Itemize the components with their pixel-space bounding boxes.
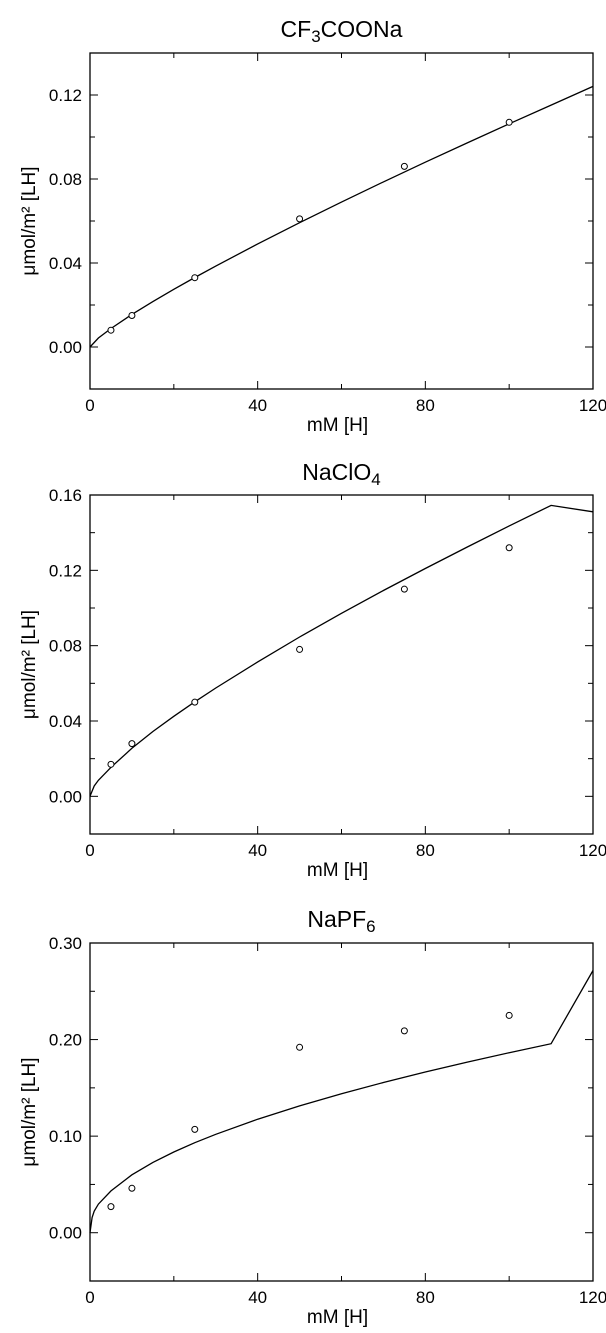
chart-title: NaClO4 <box>302 459 380 489</box>
y-tick-label: 0.20 <box>49 1031 82 1050</box>
y-tick-label: 0.12 <box>49 561 82 580</box>
data-point <box>128 1184 136 1192</box>
y-tick-label: 0.00 <box>49 338 82 357</box>
x-tick-label: 40 <box>248 841 267 860</box>
data-point <box>128 312 136 319</box>
chart-title-part: NaPF <box>307 906 366 932</box>
chart-panel-3: NaPF6 0 40 80 120 0.00 0.10 0.20 0.30 mM [H] μmol/… <box>19 906 606 1328</box>
data-point <box>505 1011 513 1019</box>
data-point <box>107 760 115 768</box>
chart-title: NaPF6 <box>307 906 375 936</box>
chart-title-subscript: 4 <box>371 470 380 489</box>
y-tick-label: 0.08 <box>49 170 82 189</box>
x-tick-label: 120 <box>579 841 606 860</box>
data-point <box>128 740 136 748</box>
x-tick-label: 0 <box>85 841 94 860</box>
data-point <box>191 1125 199 1133</box>
y-tick-label: 0.10 <box>49 1127 82 1146</box>
plot-frame <box>89 52 594 390</box>
x-tick-label: 120 <box>579 396 606 415</box>
y-tick-label: 0.30 <box>49 934 82 953</box>
x-axis-label: mM [H] <box>307 860 368 881</box>
chart-title-part: COONa <box>321 16 403 42</box>
y-axis-label: μmol/m² [LH] <box>19 166 40 275</box>
x-tick-label: 80 <box>416 841 435 860</box>
data-point <box>107 326 115 334</box>
y-axis-label: μmol/m² [LH] <box>19 610 40 719</box>
chart-title-part: CF <box>281 16 312 42</box>
y-tick-label: 0.12 <box>49 86 82 105</box>
y-tick-label: 0.08 <box>49 637 82 656</box>
plot-frame <box>89 942 594 1282</box>
y-axis-label: μmol/m² [LH] <box>19 1057 40 1166</box>
chart-title-subscript: 3 <box>311 27 320 46</box>
y-tick-label: 0.04 <box>49 712 82 731</box>
data-point <box>400 1027 408 1035</box>
x-axis-label: mM [H] <box>307 415 368 436</box>
data-point <box>296 1043 304 1051</box>
data-point <box>296 645 304 653</box>
y-tick-label: 0.16 <box>49 486 82 505</box>
x-tick-label: 80 <box>416 1288 435 1307</box>
x-tick-label: 40 <box>248 1288 267 1307</box>
data-point <box>296 215 304 223</box>
x-tick-label: 80 <box>416 396 435 415</box>
y-tick-label: 0.04 <box>49 254 82 273</box>
data-point <box>191 698 199 706</box>
chart-title-subscript: 6 <box>366 917 375 936</box>
fit-curve <box>89 504 594 797</box>
y-tick-label: 0.00 <box>49 787 82 806</box>
x-tick-label: 120 <box>579 1288 606 1307</box>
x-tick-label: 0 <box>85 396 94 415</box>
data-point <box>400 162 408 170</box>
chart-panel-1: CF3COONa 0 40 80 120 0.00 0.04 0.08 0.12 mM [H] μm… <box>19 16 606 436</box>
data-point <box>191 274 199 282</box>
x-axis-label: mM [H] <box>307 1307 368 1328</box>
y-tick-label: 0.00 <box>49 1224 82 1243</box>
data-point <box>505 118 513 126</box>
fit-curve <box>89 970 594 1233</box>
data-point <box>400 585 408 593</box>
chart-title: CF3COONa <box>281 16 403 46</box>
x-tick-label: 0 <box>85 1288 94 1307</box>
data-point <box>505 544 513 552</box>
chart-title-part: NaClO <box>302 459 371 485</box>
plot-frame <box>89 494 594 835</box>
data-point <box>107 1203 115 1211</box>
x-tick-label: 40 <box>248 396 267 415</box>
fit-curve <box>89 85 594 348</box>
